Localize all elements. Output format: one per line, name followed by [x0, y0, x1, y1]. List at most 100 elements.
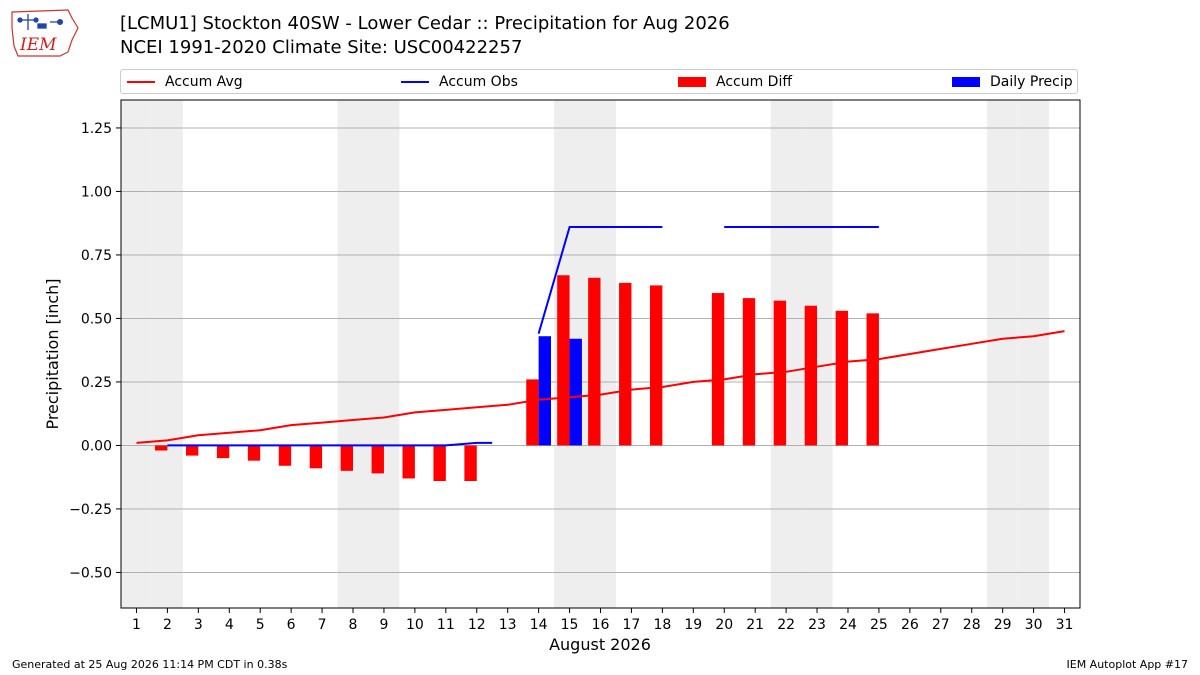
accum-diff-bar: [464, 445, 477, 481]
x-tick-label: 5: [256, 617, 265, 633]
weekend-band: [1018, 100, 1050, 608]
accum-diff-bar: [835, 310, 848, 446]
x-tick-label: 16: [592, 617, 610, 633]
accum-obs-line: [537, 226, 663, 334]
x-tick-label: 9: [379, 617, 388, 633]
y-tick-label: 0.75: [81, 248, 112, 264]
x-tick-label: 30: [1025, 617, 1043, 633]
x-tick-label: 4: [225, 617, 234, 633]
grid-lines: [121, 127, 1080, 573]
accum-diff-bar: [278, 445, 292, 466]
x-tick-label: 27: [932, 617, 950, 633]
iowa-outline-icon: [11, 9, 79, 57]
y-tick-label: 0.25: [81, 375, 112, 391]
accum-obs-line: [167, 441, 493, 447]
y-tick-label: 0.50: [81, 311, 112, 327]
accum-diff-bar: [588, 277, 601, 446]
x-tick-label: 20: [715, 617, 733, 633]
plot-frame: [120, 99, 1081, 609]
x-tick-label: 15: [561, 617, 579, 633]
legend-item-accum-obs: Accum Obs: [401, 70, 518, 93]
x-tick-label: 21: [746, 617, 764, 633]
accum-diff-bar: [247, 445, 261, 461]
weekend-band: [368, 100, 400, 608]
x-axis-label: August 2026: [549, 635, 651, 654]
x-tick-label: 18: [653, 617, 671, 633]
accum-avg-line: [136, 330, 1065, 444]
accum-diff-bar: [711, 293, 725, 446]
x-tick-label: 28: [963, 617, 981, 633]
y-tick-label: 0.00: [81, 438, 112, 454]
x-tick-label: 14: [530, 617, 548, 633]
x-tick-label: 6: [287, 617, 296, 633]
x-tick-label: 10: [406, 617, 424, 633]
x-tick-label: 23: [808, 617, 826, 633]
weekend-band: [151, 100, 183, 608]
legend-line-icon: [401, 80, 429, 83]
series-lines: [136, 226, 1065, 447]
accum-diff-bar: [340, 445, 354, 471]
accum-diff-bar: [649, 285, 663, 446]
x-tick-label: 19: [684, 617, 702, 633]
y-tick-label: 1.00: [81, 184, 112, 200]
accum-diff-bar: [402, 445, 415, 479]
weather-station-icon: [17, 14, 64, 30]
legend-patch-icon: [952, 76, 980, 87]
accum-diff-bar: [866, 313, 879, 446]
legend-item-daily-precip: Daily Precip: [952, 70, 1073, 93]
x-tick-label: 3: [194, 617, 203, 633]
footer-generated-text: Generated at 25 Aug 2026 11:14 PM CDT in…: [12, 658, 288, 671]
legend-item-accum-avg: Accum Avg: [127, 70, 243, 93]
legend-label: Accum Obs: [439, 73, 518, 90]
chart-title: [LCMU1] Stockton 40SW - Lower Cedar :: P…: [120, 13, 730, 34]
y-tick-label: 1.25: [81, 121, 112, 137]
weekend-band: [337, 100, 369, 608]
x-tick-label: 24: [839, 617, 857, 633]
x-tick-label: 11: [437, 617, 455, 633]
accum-diff-bar: [619, 282, 632, 446]
x-tick-label: 7: [318, 617, 327, 633]
weekend-band: [554, 100, 586, 608]
weekend-shading: [121, 100, 1050, 608]
legend-label: Accum Avg: [165, 73, 243, 90]
weekend-band: [585, 100, 616, 608]
x-tick-label: 26: [901, 617, 919, 633]
x-tick-label: 8: [349, 617, 358, 633]
accum-diff-bar: [185, 445, 199, 456]
x-tick-label: 12: [468, 617, 486, 633]
legend-label: Accum Diff: [716, 73, 793, 90]
accum-diff-bar: [309, 445, 323, 469]
daily-precip-bar: [569, 338, 582, 446]
accum-diff-bar: [773, 300, 787, 446]
x-tick-label: 17: [623, 617, 641, 633]
weekend-band: [770, 100, 802, 608]
weekend-band: [801, 100, 833, 608]
x-tick-label: 31: [1056, 617, 1074, 633]
x-tick-label: 13: [499, 617, 517, 633]
logo-text: IEM: [19, 35, 57, 55]
y-axis-label: Precipitation [inch]: [43, 278, 62, 429]
bars: [155, 275, 879, 481]
x-tick-label: 1: [132, 617, 141, 633]
legend-label: Daily Precip: [990, 73, 1073, 90]
accum-diff-bar: [371, 445, 384, 474]
weekend-band: [987, 100, 1019, 608]
accum-diff-bar: [557, 275, 570, 446]
x-tick-label: 22: [777, 617, 795, 633]
accum-diff-bar: [742, 298, 756, 446]
x-tick-label: 25: [870, 617, 888, 633]
accum-diff-bar: [155, 445, 168, 451]
daily-precip-bar: [538, 336, 552, 446]
x-axis-ticks: 1 2 3 4 5 6 7 8 9 10 11 12 13 14 15 16 17 18 19 20 21 22 23 24 2…: [132, 608, 1073, 633]
chart-legend: Accum Avg Accum Obs Accum Diff Daily Pre…: [120, 69, 1078, 94]
x-tick-label: 29: [994, 617, 1012, 633]
weekend-band: [121, 100, 152, 608]
y-tick-label: −0.50: [69, 565, 112, 581]
accum-diff-bar: [216, 445, 230, 459]
accum-diff-bar: [433, 445, 446, 481]
y-axis-ticks: −0.50 −0.25 0.00 0.25 0.50 0.75 1.00 1.25: [69, 121, 121, 581]
iem-logo: IEM: [11, 9, 79, 57]
accum-diff-bar: [804, 305, 818, 446]
chart-subtitle: NCEI 1991-2020 Climate Site: USC00422257: [120, 37, 523, 58]
